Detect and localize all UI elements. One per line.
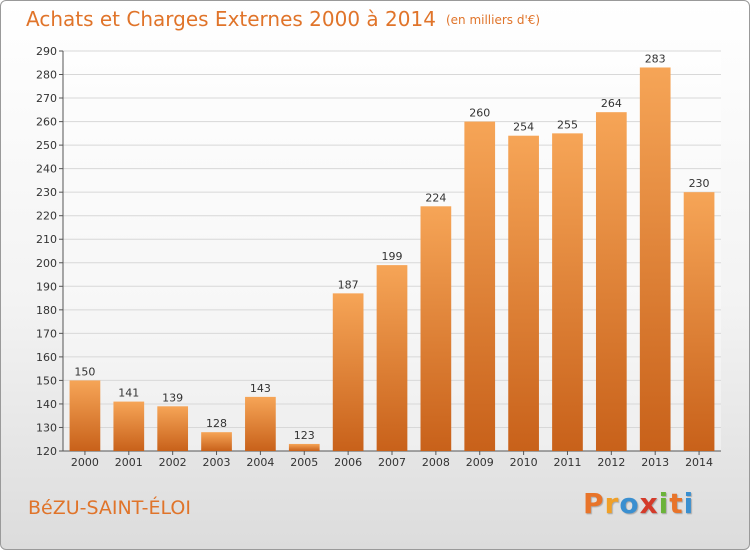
y-tick-label: 140 [36,398,57,411]
y-tick-label: 280 [36,69,57,82]
bar-2000 [69,380,101,451]
x-tick-label-2014: 2014 [685,456,713,469]
bar-2014 [683,192,715,452]
data-label-2005: 123 [294,429,315,442]
bar-2002 [157,406,189,451]
bar-2005 [288,443,320,451]
y-tick-label: 230 [36,186,57,199]
chart-title: Achats et Charges Externes 2000 à 2014 (e… [26,7,540,31]
y-tick-label: 130 [36,421,57,434]
data-label-2008: 224 [425,191,446,204]
x-tick-label-2004: 2004 [246,456,274,469]
data-label-2010: 254 [513,121,534,134]
y-tick-label: 260 [36,116,57,129]
x-tick-label-2010: 2010 [510,456,538,469]
y-tick-label: 170 [36,327,57,340]
y-tick-label: 180 [36,304,57,317]
chart-subtitle: (en milliers d'€) [445,13,541,27]
bar-2011 [552,133,583,451]
logo-letter: P [583,487,605,520]
data-label-2000: 150 [74,365,95,378]
logo-letter: x [639,487,659,520]
bar-2004 [245,396,276,451]
bar-2008 [420,206,452,451]
logo-letter: o [619,487,640,520]
x-tick-label-2001: 2001 [115,456,143,469]
data-label-2009: 260 [469,107,490,120]
chart-title-text: Achats et Charges Externes 2000 à 2014 [26,7,436,31]
logo-letter: i [683,487,695,520]
bar-2013 [639,67,671,452]
data-label-2004: 143 [250,382,271,395]
x-tick-label-2013: 2013 [641,456,669,469]
commune-name: BéZU-SAINT-ÉLOI [28,497,191,519]
x-tick-label-2012: 2012 [597,456,625,469]
y-tick-label: 160 [36,351,57,364]
x-tick-label-2005: 2005 [290,456,318,469]
logo-letter: i [658,487,670,520]
y-tick-label: 120 [36,445,57,458]
x-tick-label-2002: 2002 [159,456,187,469]
bar-2003 [201,432,232,451]
x-tick-label-2009: 2009 [466,456,494,469]
y-tick-label: 190 [36,280,57,293]
data-label-2001: 141 [118,387,139,400]
x-tick-label-2003: 2003 [203,456,231,469]
x-tick-label-2011: 2011 [553,456,581,469]
y-tick-label: 290 [36,45,57,58]
y-tick-label: 270 [36,92,57,105]
bar-2006 [332,293,364,451]
y-tick-label: 210 [36,233,57,246]
logo-letter: t [669,487,684,520]
data-label-2007: 199 [382,250,403,263]
data-label-2014: 230 [689,177,710,190]
y-tick-label: 220 [36,210,57,223]
bar-2001 [113,401,145,451]
x-tick-label-2000: 2000 [71,456,99,469]
bar-2010 [508,135,539,452]
data-label-2002: 139 [162,391,183,404]
data-label-2012: 264 [601,97,622,110]
x-tick-label-2006: 2006 [334,456,362,469]
data-label-2013: 283 [645,52,666,65]
y-tick-label: 200 [36,257,57,270]
data-label-2011: 255 [557,118,578,131]
bar-2012 [595,112,627,452]
y-tick-label: 240 [36,163,57,176]
proxiti-logo: Proxiti [583,487,694,520]
data-label-2006: 187 [338,278,359,291]
y-tick-label: 150 [36,374,57,387]
y-tick-label: 250 [36,139,57,152]
x-tick-label-2008: 2008 [422,456,450,469]
logo-letter: r [604,487,620,520]
data-label-2003: 128 [206,417,227,430]
bar-2009 [464,121,496,452]
bar-2007 [376,265,408,451]
x-tick-label-2007: 2007 [378,456,406,469]
